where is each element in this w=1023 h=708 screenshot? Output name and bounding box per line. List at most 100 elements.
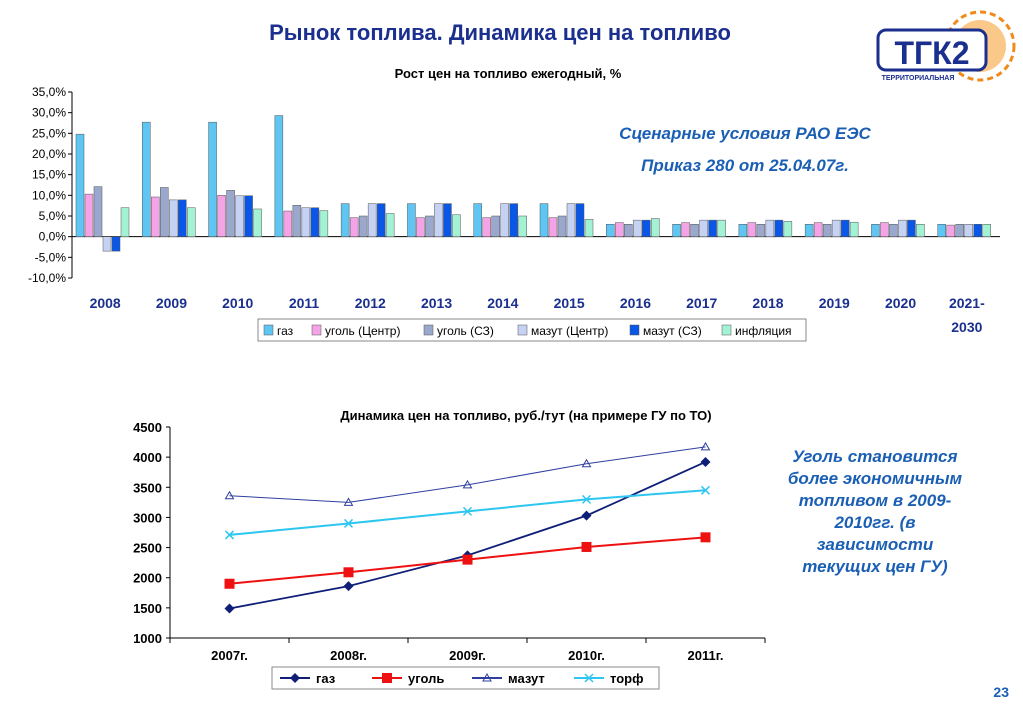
bar-2017-уголь (СЗ) bbox=[690, 224, 699, 237]
bar-2019-мазут (Центр) bbox=[831, 219, 841, 237]
legend-marker bbox=[382, 673, 392, 683]
bar-2018-инфляция bbox=[783, 221, 793, 237]
page-number: 23 bbox=[993, 684, 1009, 700]
point-уголь-2009г. bbox=[462, 554, 473, 565]
bar-2014-уголь (СЗ) bbox=[491, 215, 500, 237]
bar-2020-мазут (Центр) bbox=[898, 219, 907, 237]
bar-2013-инфляция bbox=[452, 214, 461, 237]
bar-2013-уголь (Центр) bbox=[416, 217, 425, 237]
bar-2018-мазут (СЗ) bbox=[774, 219, 784, 237]
price-dynamics-line-chart: Динамика цен на топливо, руб./тут (на пр… bbox=[133, 408, 766, 690]
x-category-label: 2015 bbox=[554, 295, 585, 311]
bar-2016-мазут (СЗ) bbox=[642, 219, 651, 237]
bar-2013-мазут (Центр) bbox=[434, 203, 443, 237]
bar-2020-инфляция bbox=[916, 224, 925, 237]
bar-2010-уголь (Центр) bbox=[217, 195, 226, 237]
bar-2012-уголь (СЗ) bbox=[358, 215, 368, 237]
bar-2021-2030-уголь (Центр) bbox=[946, 224, 955, 237]
legend-label: газ bbox=[277, 324, 294, 338]
x-category-label: 2017 bbox=[686, 295, 717, 311]
legend-label: торф bbox=[610, 671, 643, 686]
coal-note-line-5: зависимости bbox=[816, 535, 934, 554]
bar-2017-мазут (СЗ) bbox=[708, 219, 717, 237]
y-tick-label: 5,0% bbox=[39, 209, 67, 223]
bar-2020-мазут (СЗ) bbox=[907, 219, 916, 237]
bar-2010-инфляция bbox=[253, 208, 262, 237]
y-tick-label: 4000 bbox=[133, 450, 162, 465]
point-газ-2010г. bbox=[581, 510, 592, 521]
x-category-label: 2010г. bbox=[568, 648, 605, 663]
x-category-label: 2014 bbox=[487, 295, 518, 311]
bar-2010-мазут (Центр) bbox=[235, 195, 244, 237]
bar-2009-мазут (Центр) bbox=[169, 199, 178, 237]
point-мазут-2010г. bbox=[581, 458, 592, 468]
point-торф-2010г. bbox=[581, 494, 592, 504]
bar-2018-мазут (Центр) bbox=[765, 219, 775, 237]
bar-2009-уголь (Центр) bbox=[151, 196, 160, 237]
point-уголь-2007г. bbox=[224, 578, 235, 589]
bar-2012-инфляция bbox=[385, 213, 395, 237]
bar-2021-2030-инфляция bbox=[982, 224, 991, 237]
bar-2015-уголь (СЗ) bbox=[557, 215, 567, 237]
series-торф bbox=[224, 485, 711, 540]
x-category-label: 2008г. bbox=[330, 648, 367, 663]
x-category-label: 2007г. bbox=[211, 648, 248, 663]
legend-swatch bbox=[423, 324, 434, 336]
x-category-label: 2019 bbox=[819, 295, 850, 311]
bar-2016-мазут (Центр) bbox=[633, 219, 642, 237]
legend-label: инфляция bbox=[735, 324, 792, 338]
y-tick-label: -5,0% bbox=[35, 250, 67, 264]
point-торф-2009г. bbox=[462, 506, 473, 516]
scenario-note-line-1: Сценарные условия РАО ЕЭС bbox=[619, 124, 871, 143]
bar-chart-title: Рост цен на топливо ежегодный, % bbox=[395, 66, 622, 81]
scenario-note-line-2: Приказ 280 от 25.04.07г. bbox=[641, 156, 849, 175]
legend-swatch bbox=[629, 324, 640, 336]
legend-box bbox=[271, 666, 660, 690]
logo-text: ТГК2 bbox=[894, 35, 969, 71]
point-мазут-2009г. bbox=[462, 479, 473, 489]
y-tick-label: 0,0% bbox=[39, 230, 67, 244]
bar-2009-инфляция bbox=[187, 207, 196, 237]
bar-2017-газ bbox=[672, 224, 681, 237]
legend-box bbox=[257, 318, 807, 342]
y-tick-label: 2000 bbox=[133, 571, 162, 586]
legend-marker bbox=[482, 672, 492, 682]
legend-label: мазут (Центр) bbox=[531, 324, 608, 338]
bar-2020-уголь (Центр) bbox=[880, 222, 889, 237]
x-category-label: 2008 bbox=[90, 295, 121, 311]
legend-swatch bbox=[721, 324, 732, 336]
bar-2013-газ bbox=[407, 203, 416, 237]
bar-2021-2030-газ bbox=[937, 224, 946, 237]
bar-2012-мазут (СЗ) bbox=[376, 203, 386, 237]
bar-2014-газ bbox=[473, 203, 482, 237]
bar-2013-мазут (СЗ) bbox=[443, 203, 452, 237]
legend-marker bbox=[290, 673, 300, 683]
x-category-label: 2018 bbox=[752, 295, 783, 311]
legend-swatch bbox=[311, 324, 322, 336]
y-tick-label: 1000 bbox=[133, 631, 162, 646]
x-category-label: 2013 bbox=[421, 295, 452, 311]
bar-2012-мазут (Центр) bbox=[367, 203, 377, 237]
bar-2021-2030-уголь (СЗ) bbox=[955, 224, 964, 237]
bar-2014-мазут (Центр) bbox=[500, 203, 509, 237]
point-торф-2008г. bbox=[343, 518, 354, 528]
bar-2017-уголь (Центр) bbox=[681, 222, 690, 237]
x-category-label: 2009 bbox=[156, 295, 187, 311]
y-tick-label: 20,0% bbox=[32, 147, 66, 161]
bar-2008-уголь (Центр) bbox=[84, 193, 94, 237]
legend-label: уголь (СЗ) bbox=[437, 324, 494, 338]
series-уголь bbox=[224, 532, 711, 589]
y-tick-label: 10,0% bbox=[32, 188, 66, 202]
y-tick-label: 1500 bbox=[133, 601, 162, 616]
bar-2018-газ bbox=[738, 224, 748, 237]
point-торф-2007г. bbox=[224, 530, 235, 540]
y-tick-label: 3500 bbox=[133, 480, 162, 495]
bar-2019-уголь (СЗ) bbox=[822, 224, 832, 237]
bar-2015-мазут (Центр) bbox=[566, 203, 576, 237]
bar-2008-инфляция bbox=[120, 207, 130, 237]
line-chart-title: Динамика цен на топливо, руб./тут (на пр… bbox=[340, 408, 711, 423]
bar-2014-инфляция bbox=[518, 215, 527, 237]
x-category-label: 2016 bbox=[620, 295, 651, 311]
bar-2011-газ bbox=[274, 115, 284, 237]
bar-2013-уголь (СЗ) bbox=[425, 215, 434, 237]
